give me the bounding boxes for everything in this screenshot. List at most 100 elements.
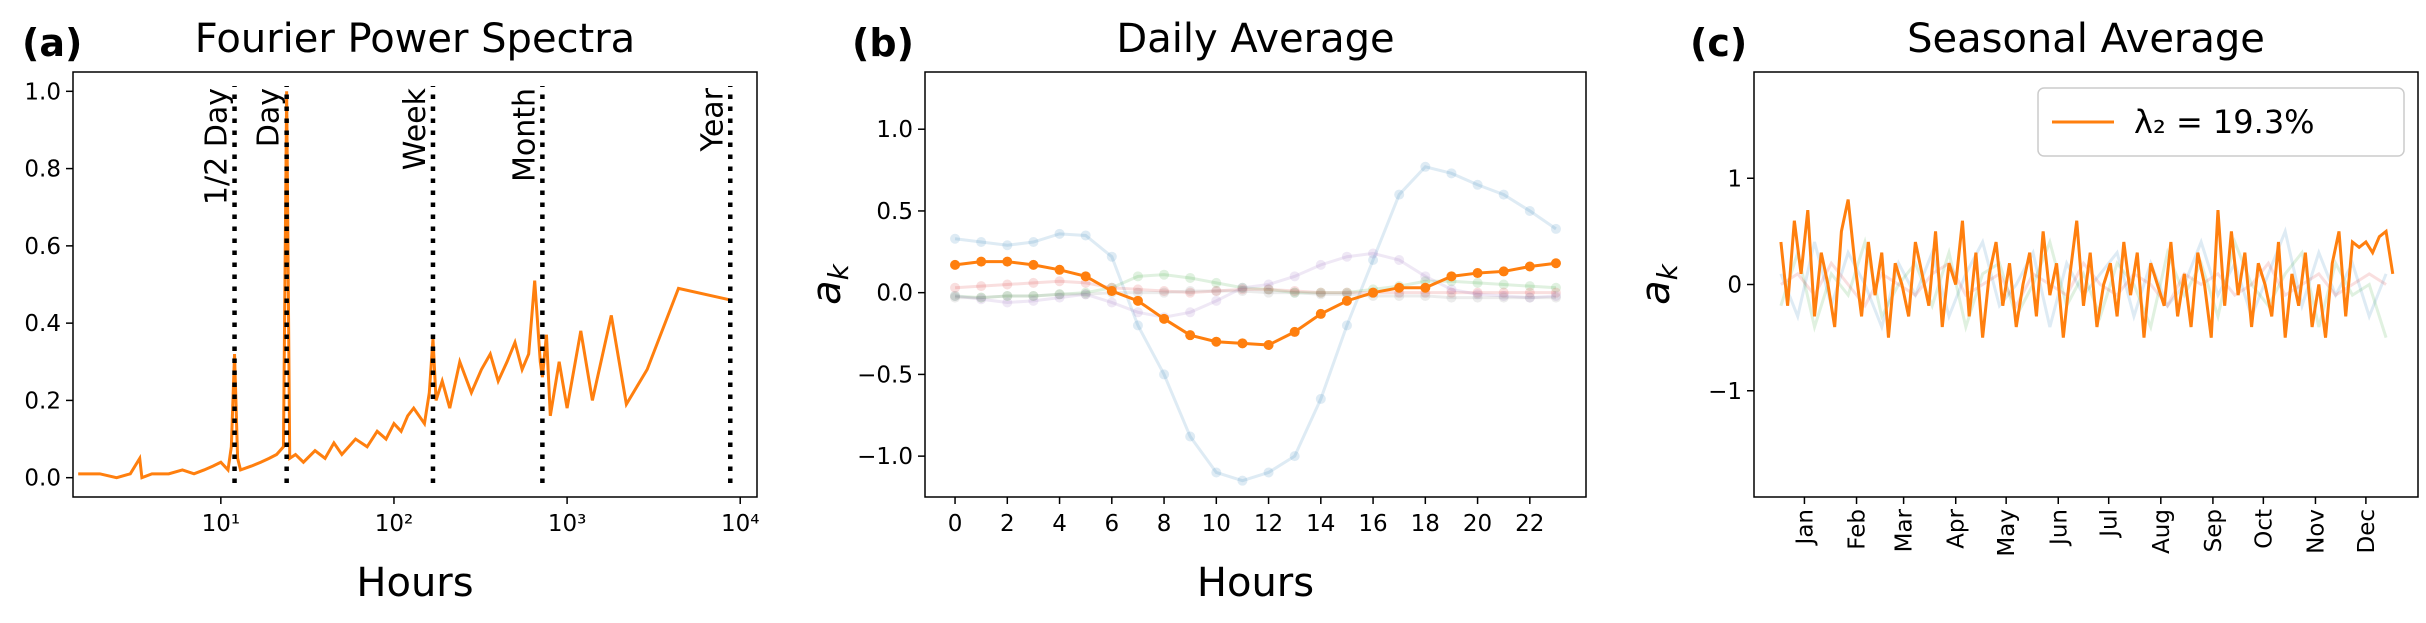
series-marker [1237,284,1248,295]
y-tick-label: 0.0 [24,466,61,492]
series-marker [1106,286,1117,297]
series-marker [1498,266,1509,277]
series-line [954,251,1557,319]
x-tick-label: 18 [1411,511,1440,537]
reference-label: 1/2 Day [200,88,235,205]
x-tick-label: Jun [2046,509,2072,547]
legend-box [2037,87,2405,157]
series-marker [1289,326,1300,337]
series-line [954,279,1556,295]
series-marker [1002,240,1013,251]
series-marker [1002,290,1013,301]
series-marker [1132,287,1143,298]
series-marker [1132,295,1143,306]
series-marker [1054,276,1065,287]
series-marker [1289,287,1300,298]
series-marker [1524,292,1535,303]
series-marker [1054,289,1065,300]
series-marker [1420,290,1431,301]
series-marker [1263,279,1274,290]
series-marker [1420,271,1431,282]
x-tick-label: Dec [2354,509,2380,554]
reference-label: Day [252,88,287,147]
y-tick-label: 0.4 [24,311,61,337]
series-marker [1341,287,1352,298]
x-tick-label: 10² [375,511,414,537]
series-marker [950,292,961,303]
series-marker [1028,290,1039,301]
series-marker [1550,290,1561,301]
series-marker [1211,295,1222,306]
series-marker [1002,256,1013,267]
y-tick-label: 1 [1727,166,1742,192]
y-tick-label: 0.5 [876,199,913,225]
y-axis-label: ak [1633,262,1684,305]
series-marker [1028,295,1039,306]
x-tick-label: 10³ [548,511,587,537]
y-tick-label: 0.6 [24,234,61,260]
series-marker [1524,261,1535,272]
series-marker [1263,339,1274,350]
series-marker [976,294,987,305]
series-marker [1394,282,1405,293]
series-marker [976,292,987,303]
y-tick-label: 1.0 [876,117,913,143]
y-tick-label: −1.0 [857,444,913,470]
series-marker [950,290,961,301]
x-tick-label: 20 [1463,511,1492,537]
series-marker [1368,287,1379,298]
x-tick-label: 10¹ [202,511,241,537]
series-marker [1524,205,1535,216]
series-marker [1420,282,1431,293]
series-marker [1002,297,1013,308]
series-marker [1289,451,1300,462]
chart-title: Daily Average [1116,16,1394,62]
series-marker [1080,287,1091,298]
x-tick-label: Apr [1944,508,1970,548]
series-marker [1446,284,1457,295]
series-marker [1054,289,1065,300]
axes-frame [924,71,1587,498]
reference-label: Year [695,87,730,152]
series-marker [1446,292,1457,303]
series-marker [1211,336,1222,347]
series-marker [1185,272,1196,283]
legend-label: λ₂ = 19.3% [2134,103,2315,141]
series-line [1779,236,2388,339]
reference-label: Week [398,87,433,170]
series-marker [1315,393,1326,404]
series-marker [1472,289,1483,300]
series-marker [1472,277,1483,288]
series-marker [1185,286,1196,297]
series-marker [1132,284,1143,295]
series-marker [1054,228,1065,239]
series-marker [1080,289,1091,300]
series-line [955,289,1556,300]
x-tick-label: Nov [2303,509,2329,554]
x-tick-label: Aug [2149,509,2175,554]
series-marker [1446,271,1457,282]
series-marker [1237,282,1248,293]
series-line [954,260,1557,347]
series-line [1780,260,2387,309]
panel-label: (a) [22,21,82,65]
series-marker [1185,307,1196,318]
x-tick-label: Jan [1792,509,1818,546]
series-marker [1498,279,1509,290]
series-marker [1080,289,1091,300]
series-marker [1237,338,1248,349]
chart-title: Fourier Power Spectra [195,16,635,62]
series-marker [1420,161,1431,172]
series-marker [1211,286,1222,297]
series-marker [1263,284,1274,295]
series-marker [1368,254,1379,265]
series-marker [1394,189,1405,200]
series-marker [1211,277,1222,288]
plot-area [950,161,1561,486]
series-marker [1106,297,1117,308]
series-marker [1132,307,1143,318]
series-marker [976,292,987,303]
series-marker [1211,467,1222,478]
series-marker [950,259,961,270]
series-marker [950,290,961,301]
